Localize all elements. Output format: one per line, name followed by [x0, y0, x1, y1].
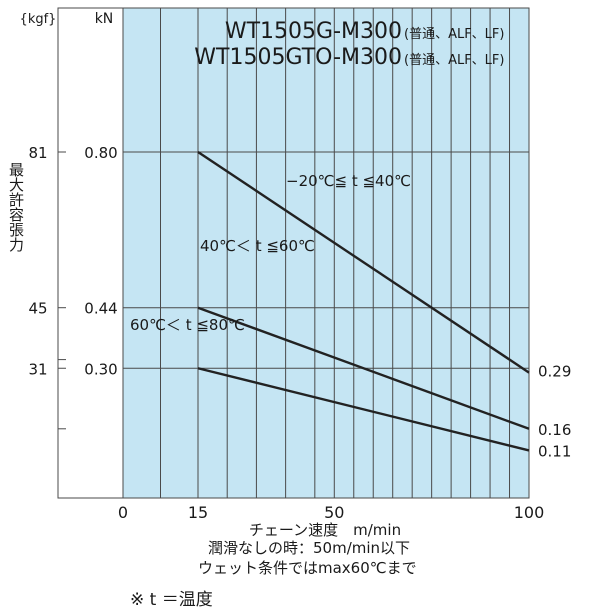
- chart-title: WT1505GTO-M300: [194, 45, 402, 70]
- plot-area: [123, 8, 529, 498]
- series-end-value: 0.16: [538, 421, 571, 439]
- y-unit-kgf: {kgf}: [20, 12, 57, 27]
- note-wet-condition: ウェット条件ではmax60℃まで: [198, 559, 417, 577]
- x-tick-label: 100: [514, 503, 545, 522]
- series-label: 60℃＜ t ≦80℃: [130, 316, 245, 334]
- series-line: [197, 151, 530, 374]
- plot-frame: [57, 7, 530, 499]
- series-line: [197, 367, 530, 452]
- y-tick-label-kN: 0.80: [84, 144, 117, 162]
- x-tick-label: 50: [324, 503, 344, 522]
- y-unit-kN: kN: [95, 11, 114, 27]
- chart-title-sub: (普通、ALF、LF): [404, 53, 504, 68]
- note-no-lubrication: 潤滑なしの時：50m/min以下: [208, 539, 411, 557]
- y-tick-label-kN: 0.44: [84, 300, 117, 318]
- series-label: 40℃＜ t ≦60℃: [200, 237, 315, 255]
- y-tick-label-kgf: 45: [28, 300, 47, 318]
- left-band: [58, 8, 123, 498]
- y-axis-title: 最大許容張力: [7, 162, 25, 252]
- chart-title-sub: (普通、ALF、LF): [404, 27, 504, 42]
- footnote-temperature: ※ t ＝温度: [130, 590, 213, 610]
- x-tick-label: 15: [188, 503, 208, 522]
- x-tick-label: 0: [118, 503, 128, 522]
- y-tick-label-kgf: 31: [28, 360, 47, 378]
- series-end-value: 0.29: [538, 363, 571, 381]
- y-tick-label-kN: 0.30: [84, 360, 117, 378]
- series-label: −20℃≦ t ≦40℃: [286, 172, 411, 190]
- series-line: [197, 306, 530, 430]
- y-tick-label-kgf: 81: [28, 144, 47, 162]
- series-end-value: 0.11: [538, 442, 571, 460]
- x-axis-title: チェーン速度 m/min: [249, 521, 401, 539]
- chart-title: WT1505G-M300: [225, 19, 402, 44]
